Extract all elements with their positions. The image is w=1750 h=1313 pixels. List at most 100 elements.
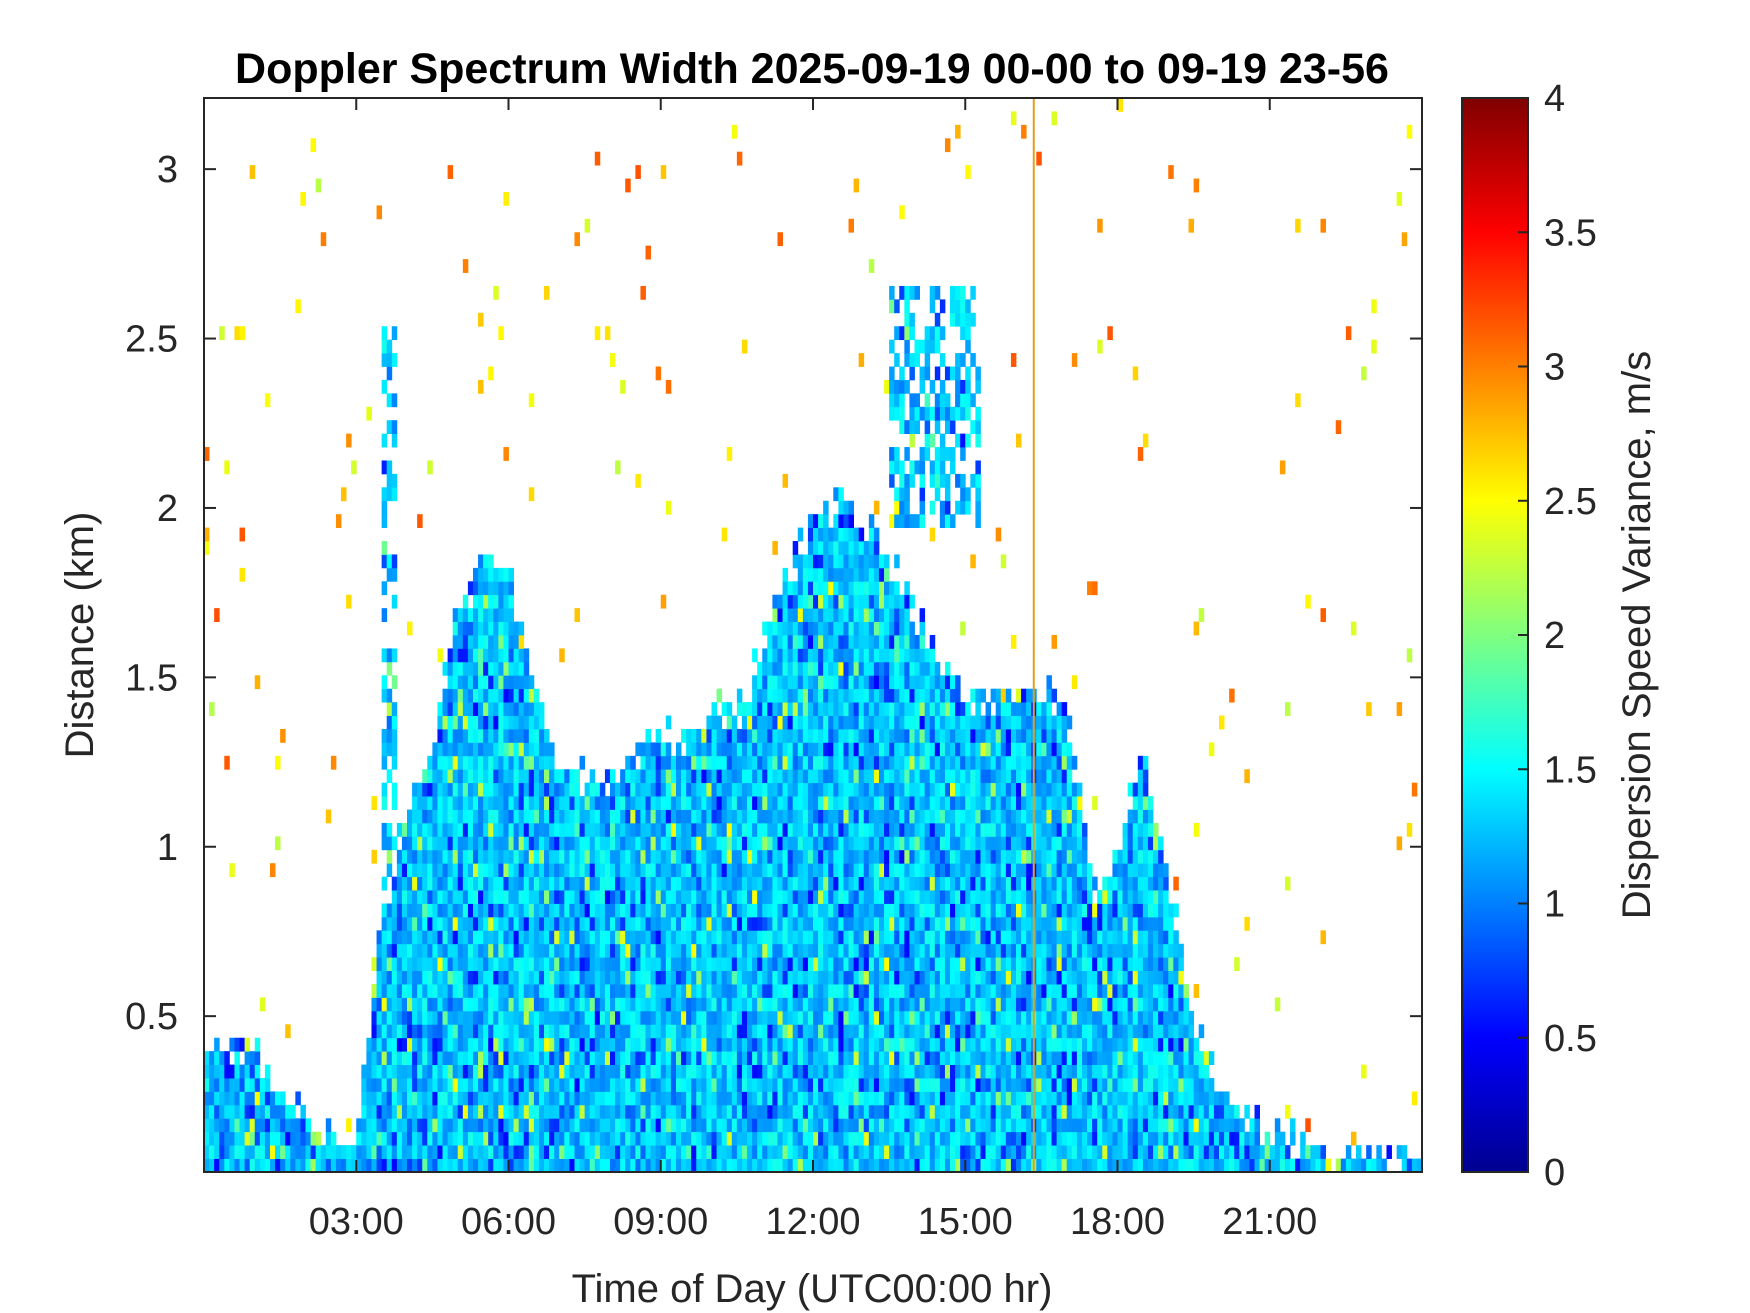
heatmap-cell	[214, 608, 220, 622]
heatmap-cell	[939, 822, 946, 837]
heatmap-cell	[503, 943, 509, 958]
heatmap-cell	[498, 836, 504, 851]
heatmap-cell	[873, 863, 880, 878]
heatmap-cell	[711, 943, 717, 958]
heatmap-cell	[559, 809, 565, 824]
heatmap-cell	[889, 890, 895, 904]
heatmap-cell	[873, 500, 880, 515]
heatmap-cell	[909, 420, 915, 435]
heatmap-cell	[467, 984, 474, 998]
heatmap-cell	[757, 1064, 763, 1079]
heatmap-cell	[894, 916, 900, 931]
heatmap-cell	[523, 822, 530, 837]
heatmap-cell	[675, 997, 682, 1012]
heatmap-cell	[701, 984, 707, 998]
heatmap-cell	[665, 890, 672, 904]
heatmap-cell	[787, 984, 794, 998]
heatmap-cell	[386, 661, 393, 676]
heatmap-cell	[503, 916, 509, 931]
heatmap-cell	[853, 1158, 860, 1173]
heatmap-cell	[493, 688, 499, 703]
heatmap-cell	[904, 500, 910, 515]
heatmap-cell	[726, 1051, 733, 1065]
heatmap-cell	[452, 1051, 459, 1065]
heatmap-cell	[944, 1145, 951, 1159]
heatmap-cell	[691, 1118, 697, 1133]
heatmap-cell	[670, 930, 677, 945]
heatmap-cell	[884, 997, 890, 1012]
heatmap-cell	[513, 997, 520, 1012]
heatmap-cell	[528, 782, 535, 797]
heatmap-cell	[843, 688, 849, 703]
heatmap-cell	[584, 849, 591, 864]
heatmap-cell	[848, 728, 854, 743]
heatmap-cell	[975, 1051, 981, 1065]
heatmap-cell	[401, 1091, 408, 1106]
heatmap-cell	[381, 688, 388, 703]
heatmap-cell	[863, 943, 870, 958]
heatmap-cell	[493, 863, 499, 878]
heatmap-cell	[701, 849, 707, 864]
heatmap-cell	[498, 943, 504, 958]
heatmap-cell	[472, 1024, 479, 1039]
heatmap-cell	[823, 769, 829, 784]
heatmap-cell	[828, 1078, 834, 1092]
heatmap-cell	[909, 863, 915, 878]
heatmap-cell	[696, 1091, 702, 1106]
heatmap-cell	[736, 742, 743, 757]
heatmap-cell	[407, 984, 413, 998]
heatmap-cell	[919, 742, 926, 757]
heatmap-cell	[538, 1131, 545, 1146]
heatmap-cell	[792, 1145, 799, 1159]
heatmap-cell	[909, 1091, 915, 1106]
heatmap-cell	[909, 326, 915, 341]
heatmap-cell	[427, 943, 433, 958]
heatmap-cell	[407, 1131, 413, 1146]
heatmap-cell	[731, 755, 738, 770]
heatmap-cell	[757, 755, 763, 770]
heatmap-cell	[467, 635, 474, 649]
heatmap-cell	[853, 702, 860, 716]
heatmap-cell	[650, 1118, 657, 1133]
heatmap-cell	[858, 527, 865, 542]
heatmap-cell	[721, 876, 728, 891]
heatmap-cell	[838, 688, 844, 703]
heatmap-cell	[681, 1145, 687, 1159]
heatmap-cell	[427, 1104, 433, 1119]
heatmap-cell	[604, 1010, 611, 1025]
heatmap-cell	[924, 433, 931, 448]
heatmap-cell	[280, 1131, 286, 1146]
heatmap-cell	[483, 796, 489, 810]
heatmap-cell	[589, 1118, 596, 1133]
heatmap-cell	[412, 863, 418, 878]
heatmap-cell	[518, 675, 525, 690]
heatmap-cell	[432, 876, 438, 891]
heatmap-cell	[564, 1118, 570, 1133]
heatmap-cell	[894, 500, 900, 515]
heatmap-cell	[863, 728, 870, 743]
heatmap-cell	[797, 608, 804, 622]
heatmap-cell	[478, 635, 484, 649]
heatmap-cell	[579, 916, 586, 931]
heatmap-cell	[493, 782, 499, 797]
heatmap-cell	[731, 1010, 738, 1025]
heatmap-cell	[807, 890, 814, 904]
heatmap-cell	[807, 742, 814, 757]
heatmap-cell	[944, 903, 951, 918]
heatmap-cell	[310, 1145, 317, 1159]
heatmap-cell	[589, 1051, 596, 1065]
heatmap-cell	[584, 1010, 591, 1025]
heatmap-cell	[939, 702, 946, 716]
heatmap-cell	[625, 1010, 631, 1025]
heatmap-cell	[868, 1051, 875, 1065]
heatmap-cell	[955, 1104, 961, 1119]
heatmap-cell	[813, 1078, 819, 1092]
heatmap-cell	[782, 943, 789, 958]
heatmap-cell	[432, 836, 438, 851]
heatmap-cell	[432, 1064, 438, 1079]
heatmap-cell	[929, 1051, 936, 1065]
heatmap-cell	[589, 903, 596, 918]
heatmap-cell	[950, 1010, 956, 1025]
heatmap-cell	[564, 1010, 570, 1025]
